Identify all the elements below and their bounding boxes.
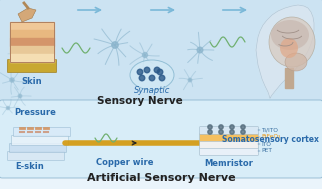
- Text: Somatosensory cortex: Somatosensory cortex: [222, 136, 318, 145]
- FancyBboxPatch shape: [200, 148, 258, 155]
- Ellipse shape: [269, 17, 315, 67]
- FancyBboxPatch shape: [10, 143, 67, 153]
- Text: Skin: Skin: [22, 77, 42, 86]
- Circle shape: [10, 78, 14, 82]
- Ellipse shape: [271, 20, 309, 50]
- FancyBboxPatch shape: [0, 0, 322, 103]
- FancyBboxPatch shape: [200, 134, 258, 141]
- Bar: [10, 46, 54, 54]
- Circle shape: [219, 125, 223, 129]
- Circle shape: [142, 53, 147, 57]
- Ellipse shape: [280, 38, 298, 58]
- Bar: [10, 22, 54, 62]
- Circle shape: [241, 130, 245, 134]
- Circle shape: [157, 69, 163, 75]
- Text: PET: PET: [261, 149, 272, 153]
- Text: Copper wire: Copper wire: [96, 158, 154, 167]
- Circle shape: [208, 130, 212, 134]
- FancyBboxPatch shape: [7, 152, 64, 160]
- FancyBboxPatch shape: [200, 141, 258, 148]
- FancyBboxPatch shape: [12, 136, 69, 146]
- Text: Memristor: Memristor: [204, 159, 253, 168]
- Circle shape: [197, 47, 203, 53]
- FancyBboxPatch shape: [0, 100, 322, 178]
- Text: Pressure: Pressure: [14, 108, 56, 117]
- Circle shape: [137, 69, 143, 75]
- Circle shape: [159, 75, 165, 81]
- Bar: [10, 30, 54, 38]
- Text: E-skin: E-skin: [16, 162, 44, 171]
- Circle shape: [144, 67, 150, 73]
- Polygon shape: [18, 8, 36, 22]
- Circle shape: [149, 75, 155, 81]
- Text: BiFeO₃: BiFeO₃: [261, 135, 280, 139]
- Circle shape: [18, 94, 22, 98]
- Bar: [10, 22, 54, 30]
- Ellipse shape: [285, 53, 307, 71]
- Circle shape: [241, 125, 245, 129]
- Circle shape: [230, 125, 234, 129]
- Text: Ti/ITO: Ti/ITO: [261, 128, 278, 132]
- FancyBboxPatch shape: [14, 128, 71, 136]
- Circle shape: [219, 130, 223, 134]
- Circle shape: [188, 78, 192, 82]
- Text: Sensory Nerve: Sensory Nerve: [97, 96, 183, 106]
- Circle shape: [230, 130, 234, 134]
- Text: ITO: ITO: [261, 142, 271, 146]
- Bar: [10, 38, 54, 46]
- Circle shape: [112, 42, 118, 48]
- Circle shape: [154, 67, 160, 73]
- Bar: [10, 54, 54, 62]
- Ellipse shape: [130, 60, 174, 90]
- Circle shape: [6, 106, 10, 110]
- Circle shape: [139, 75, 145, 81]
- FancyBboxPatch shape: [200, 127, 258, 134]
- Circle shape: [16, 53, 20, 57]
- Polygon shape: [256, 5, 314, 98]
- Circle shape: [208, 125, 212, 129]
- FancyBboxPatch shape: [7, 60, 56, 73]
- Bar: [285, 68, 293, 88]
- Text: Artificial Sensory Nerve: Artificial Sensory Nerve: [87, 173, 235, 183]
- Text: Synaptic: Synaptic: [134, 86, 170, 95]
